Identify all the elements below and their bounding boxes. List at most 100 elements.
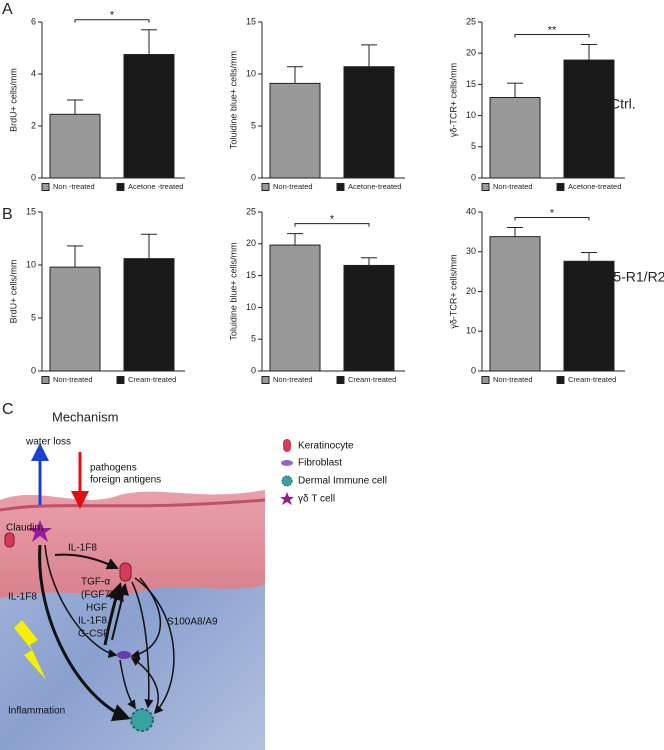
significance-label: * [110,10,115,22]
y-tick-label: 4 [31,68,36,78]
label: Inflammation [8,706,65,717]
y-tick-label: 0 [251,172,256,182]
mechanism-diagram: Mechanism water loss pathogens foreign a… [0,409,387,750]
significance-label: * [550,207,555,219]
y-tick-label: 15 [466,79,476,89]
y-tick-label: 5 [31,312,36,322]
y-tick-label: 10 [466,326,476,336]
y-tick-label: 20 [246,238,256,248]
label: TGF-α [81,577,110,588]
significance-bracket [74,19,150,23]
bar [489,97,541,179]
keratinocyte [119,562,132,582]
fibroblast-icon [281,460,293,466]
stratum-corneum [0,498,266,512]
legend-label: Non-treated [493,182,533,191]
y-axis-label: BrdU+ cells/mm [8,260,18,324]
legend-swatch [336,183,345,191]
epidermis [0,490,265,598]
legend-label: Non-treated [53,375,93,384]
label: Claudin↓ [6,523,45,534]
y-tick-label: 10 [246,68,256,78]
bar [343,66,395,179]
legend-swatch [336,376,345,384]
legend-label: Acetone-treated [348,182,401,191]
y-axis-label: BrdU+ cells/mm [8,68,18,132]
legend-label: Non-treated [273,182,313,191]
y-tick-label: 10 [246,302,256,312]
significance-bracket [294,223,370,227]
significance-bracket [514,217,590,221]
keratinocyte [4,532,15,548]
t-cell-icon [280,492,294,505]
legend-label: Non-treated [493,375,533,384]
y-axis-label: Toluidine blue+ cells/mm [228,242,238,340]
legend-label: Acetone -treated [128,182,183,191]
legend-label: Acetone-treated [568,182,621,191]
row-label: K5-R1/R2 [604,269,664,285]
bar [563,59,615,179]
legend-swatch [556,376,565,384]
y-tick-label: 15 [246,270,256,280]
significance-bracket [514,33,590,38]
y-axis-label: γδ-TCR+ cells/mm [448,254,458,328]
t-cell [28,520,52,542]
legend-swatch [41,183,50,191]
significance-label: ** [548,24,557,36]
immune-cell-icon [281,475,293,487]
lightning [14,620,46,680]
y-tick-label: 0 [471,172,476,182]
panel-label: C [2,401,14,418]
legend-label: Dermal Immune cell [298,476,387,487]
y-tick-label: 10 [466,110,476,120]
label: foreign antigens [90,475,161,486]
y-axis-label: Toluidine blue+ cells/mm [228,51,238,149]
y-tick-label: 20 [466,48,476,58]
label: water loss [25,437,71,448]
bar [343,264,395,372]
legend-label: Non-treated [273,375,313,384]
immune-cell [130,708,154,732]
legend-swatch [116,376,125,384]
y-tick-label: 0 [251,365,256,375]
bar [563,260,615,372]
legend-swatch [261,376,270,384]
label: S100A8/A9 [167,617,218,628]
y-tick-label: 0 [31,172,36,182]
label: IL-1F8 [68,543,97,554]
y-tick-label: 30 [466,246,476,256]
bar [489,236,541,372]
legend-label: Cream-treated [128,375,176,384]
y-tick-label: 25 [466,16,476,26]
y-tick-label: 15 [26,206,36,216]
y-tick-label: 0 [31,365,36,375]
legend-swatch [481,376,490,384]
bar [49,113,101,179]
y-tick-label: 0 [471,365,476,375]
legend-label: Non -treated [53,182,95,191]
bar [123,258,175,372]
y-tick-label: 5 [471,141,476,151]
panel-label: B [2,206,13,223]
bar [269,82,321,179]
fibroblast [117,651,131,659]
label: (FGF7) [81,590,113,601]
bar [49,266,101,372]
label: HGF [86,603,107,614]
legend-label: Keratinocyte [298,441,354,452]
legend-swatch [556,183,565,191]
y-tick-label: 10 [26,259,36,269]
legend-swatch [116,183,125,191]
legend-swatch [261,183,270,191]
bar [269,244,321,372]
arrows [38,544,175,722]
diagram-title: Mechanism [52,409,118,424]
legend-swatch [481,183,490,191]
panel-label: A [2,1,13,18]
row-label: Ctrl. [610,96,636,112]
y-tick-label: 20 [466,286,476,296]
y-tick-label: 40 [466,206,476,216]
label: pathogens [90,463,137,474]
significance-label: * [330,214,335,226]
